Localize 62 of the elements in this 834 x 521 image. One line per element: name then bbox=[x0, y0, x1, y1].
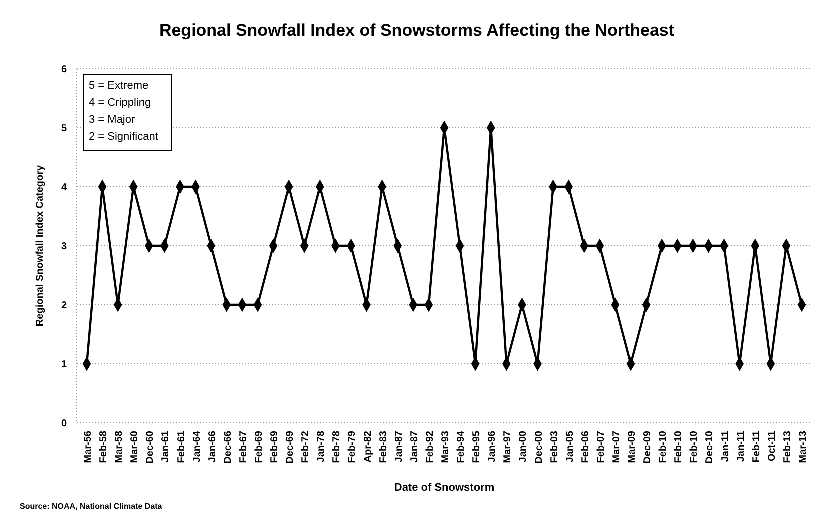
x-tick-label: Feb-78 bbox=[332, 430, 343, 464]
x-tick-label: Mar-58 bbox=[114, 430, 126, 464]
y-tick-label: 3 bbox=[61, 242, 68, 252]
x-tick-label: Feb-10 bbox=[674, 430, 685, 464]
x-tick-label: Apr-82 bbox=[362, 430, 374, 463]
x-tick-label: Jan-66 bbox=[207, 430, 218, 463]
y-tick-label: 5 bbox=[61, 124, 68, 134]
x-tick-label: Feb-13 bbox=[782, 430, 794, 464]
x-tick-label: Feb-06 bbox=[580, 430, 592, 464]
x-tick-label: Feb-10 bbox=[658, 430, 670, 464]
x-tick-label: Dec-09 bbox=[642, 430, 654, 464]
x-tick-label: Mar-97 bbox=[502, 430, 514, 464]
x-tick-label: Dec-69 bbox=[285, 430, 296, 464]
y-tick-label: 6 bbox=[61, 64, 68, 76]
x-tick-label: Jan-11 bbox=[736, 430, 747, 462]
x-tick-label: Jan-00 bbox=[518, 430, 530, 463]
x-axis-title: Date of Snowstorm bbox=[394, 482, 495, 494]
x-tick-label: Feb-79 bbox=[347, 430, 358, 464]
y-tick-label: 4 bbox=[61, 182, 68, 194]
x-tick-label: Feb-95 bbox=[472, 430, 483, 464]
x-tick-label: Jan-87 bbox=[409, 430, 420, 463]
y-tick-label: 0 bbox=[61, 418, 68, 430]
x-tick-label: Dec-00 bbox=[534, 430, 545, 464]
x-tick-label: Mar-09 bbox=[627, 430, 638, 464]
x-tick-label: Feb-03 bbox=[549, 430, 560, 464]
annotation: 2 = Significant bbox=[89, 131, 158, 143]
x-tick-label: Oct-11 bbox=[766, 430, 778, 462]
x-tick-label: Mar-56 bbox=[83, 430, 94, 464]
y-tick-label: 2 bbox=[61, 300, 68, 312]
x-tick-label: Feb-07 bbox=[596, 430, 607, 464]
x-tick-label: Feb-10 bbox=[689, 430, 700, 464]
x-tick-label: Feb-92 bbox=[424, 430, 436, 464]
y-axis-title: Regional Snowfall Index Category bbox=[35, 164, 46, 327]
x-tick-label: Feb-83 bbox=[378, 430, 390, 464]
x-tick-label: Jan-64 bbox=[192, 430, 203, 463]
x-tick-label: Mar-13 bbox=[798, 430, 809, 464]
x-tick-label: Mar-60 bbox=[130, 430, 141, 464]
chart-title: Regional Snowfall Index of Snowstorms Affecting the Northeast bbox=[159, 21, 675, 40]
y-tick-label: 1 bbox=[61, 360, 68, 370]
x-tick-label: Feb-72 bbox=[300, 430, 312, 464]
x-tick-label: Jan-05 bbox=[564, 430, 576, 463]
x-tick-label: Feb-58 bbox=[98, 430, 110, 464]
x-tick-label: Dec-60 bbox=[145, 430, 156, 464]
x-tick-label: Jan-61 bbox=[160, 430, 172, 463]
x-tick-label: Feb-61 bbox=[176, 430, 188, 464]
x-tick-label: Mar-93 bbox=[440, 430, 452, 464]
x-tick-label: Feb-69 bbox=[254, 430, 265, 464]
x-tick-label: Jan-78 bbox=[316, 430, 328, 463]
x-tick-label: Jan-11 bbox=[720, 430, 732, 462]
x-tick-label: Jan-87 bbox=[394, 430, 405, 463]
x-tick-label: Feb-67 bbox=[238, 430, 250, 464]
x-tick-label: Mar-07 bbox=[611, 430, 622, 464]
x-tick-label: Feb-11 bbox=[751, 430, 762, 463]
x-tick-label: Dec-66 bbox=[222, 430, 234, 464]
x-tick-label: Dec-10 bbox=[704, 430, 716, 464]
source-note: Source: NOAA, National Climate Data bbox=[20, 502, 163, 511]
x-tick-label: Feb-94 bbox=[456, 430, 468, 464]
annotation: 4 = Crippling bbox=[89, 97, 152, 109]
annotation: 5 = Extreme bbox=[89, 80, 149, 92]
x-tick-label: Feb-69 bbox=[270, 430, 281, 464]
x-tick-label: Jan-96 bbox=[487, 430, 498, 463]
annotation: 3 = Major bbox=[89, 114, 136, 126]
